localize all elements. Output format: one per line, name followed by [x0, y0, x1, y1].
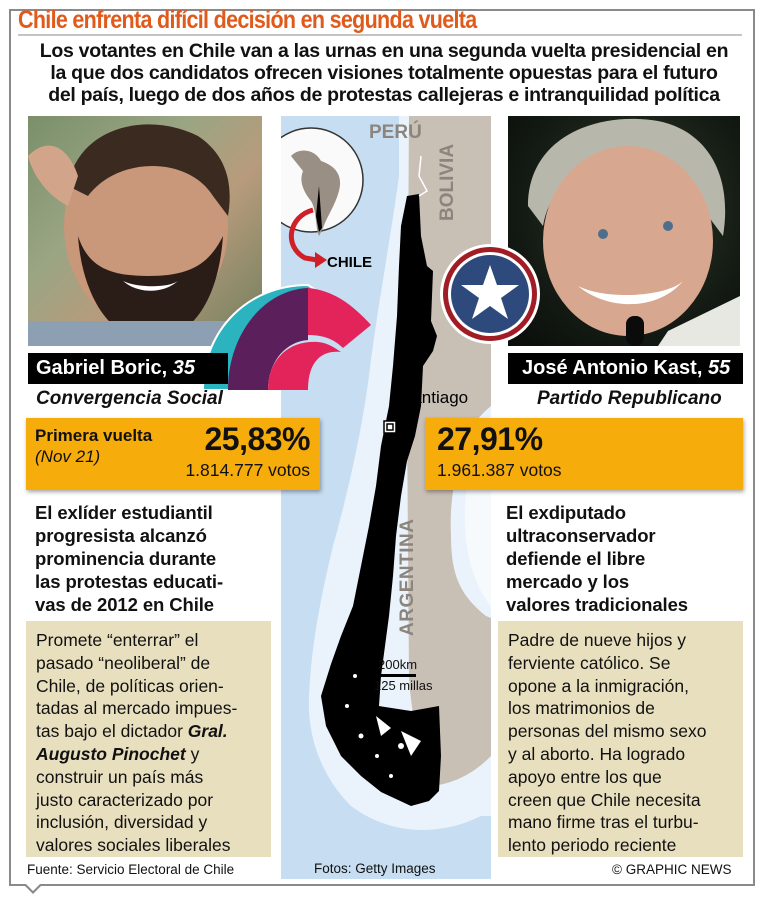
- bio-line: creen que Chile necesita: [508, 789, 701, 810]
- copyright: © GRAPHIC NEWS: [612, 862, 732, 877]
- convergencia-social-logo: [201, 283, 371, 390]
- bio-heading-line: El exlíder estudiantil: [35, 502, 213, 523]
- bio-line: ferviente católico. Se: [508, 652, 671, 673]
- subtitle-line: del país, luego de dos años de protestas…: [48, 84, 720, 106]
- bio-emphasis: Augusto Pinochet: [36, 743, 186, 764]
- subtitle-line: Los votantes en Chile van a las urnas en…: [39, 40, 729, 62]
- bio-text: y: [185, 743, 200, 764]
- bio-heading-kast: El exdiputado ultraconservador defiende …: [506, 501, 688, 616]
- chile-map: PERÚ BOLIVIA CHILE Santiago ARGENTINA 20…: [281, 116, 491, 879]
- label-argentina: ARGENTINA: [397, 518, 418, 636]
- candidate-name: José Antonio Kast,: [522, 357, 703, 379]
- page-title: Chile enfrenta difícil decisión en segun…: [18, 6, 477, 34]
- scale-miles: 125 millas: [374, 678, 433, 693]
- round-date: (Nov 21): [35, 447, 101, 466]
- bio-line: valores sociales liberales: [36, 835, 231, 856]
- bio-heading-line: El exdiputado: [506, 502, 626, 523]
- bio-heading-line: las protestas educati-: [35, 571, 224, 592]
- bio-heading-line: prominencia durante: [35, 548, 217, 569]
- vote-count: 1.961.387 votos: [437, 460, 562, 480]
- label-peru: PERÚ: [369, 122, 422, 143]
- bio-line: Promete “enterrar” el: [36, 630, 199, 650]
- title-divider: [18, 34, 742, 36]
- photo-credit: Fotos: Getty Images: [314, 861, 436, 876]
- bio-line: inclusión, diversidad y: [36, 812, 208, 833]
- bio-heading-line: mercado y los: [506, 571, 630, 592]
- bio-line: justo caracterizado por: [36, 789, 214, 810]
- candidate-name: Gabriel Boric,: [36, 357, 168, 379]
- scale-km: 200km: [378, 657, 418, 672]
- bio-heading-line: progresista alcanzó: [35, 525, 207, 546]
- subtitle-line: la que dos candidatos ofrecen visiones t…: [50, 62, 718, 84]
- candidate-age: 55: [707, 357, 731, 379]
- bio-line: los matrimonios de: [508, 698, 655, 719]
- bio-line: apoyo entre los que: [508, 766, 662, 787]
- bio-heading-line: valores tradicionales: [506, 594, 688, 615]
- round-label: Primera vuelta: [35, 426, 153, 445]
- portrait-boric: [28, 124, 262, 346]
- photo-jose-antonio-kast: [508, 116, 740, 346]
- bio-line: mano firme tras el turbu-: [508, 812, 699, 833]
- candidate-name-kast: José Antonio Kast, 55: [508, 353, 743, 384]
- result-box-boric: Primera vuelta (Nov 21) 25,83% 1.814.777…: [26, 418, 320, 490]
- frame-notch-inner: [26, 884, 40, 891]
- bio-line: pasado “neoliberal” de: [36, 652, 211, 673]
- bio-line: y al aborto. Ha logrado: [508, 743, 686, 764]
- map-graphic: [281, 116, 491, 830]
- party-name-right: Partido Republicano: [537, 388, 722, 409]
- label-bolivia: BOLIVIA: [437, 143, 458, 221]
- bio-line: personas del mismo sexo: [508, 721, 707, 742]
- bio-line: construir un país más: [36, 766, 204, 787]
- star-icon: [461, 265, 519, 319]
- bio-line: Augusto Pinochet y: [36, 743, 261, 766]
- bio-heading-line: vas de 2012 en Chile: [35, 594, 214, 615]
- party-name-left: Convergencia Social: [36, 388, 223, 409]
- bio-line: lento periodo reciente: [508, 835, 677, 856]
- bio-emphasis: Gral.: [187, 721, 228, 742]
- vote-percent: 25,83%: [204, 421, 310, 457]
- photo-gabriel-boric: [28, 116, 262, 346]
- bio-line: Chile, de políticas orien-: [36, 675, 224, 696]
- bio-box-boric: Promete “enterrar” el pasado “neoliberal…: [26, 621, 271, 857]
- bio-heading-line: ultraconservador: [506, 525, 656, 546]
- vote-count: 1.814.777 votos: [185, 460, 310, 480]
- bio-line: Padre de nueve hijos y: [508, 630, 687, 650]
- bio-line: opone a la inmigración,: [508, 675, 689, 696]
- source-credit: Fuente: Servicio Electoral de Chile: [27, 862, 235, 877]
- bio-line: tas bajo el dictador Gral.: [36, 720, 261, 743]
- vote-percent: 27,91%: [437, 421, 543, 457]
- candidate-name-boric: Gabriel Boric, 35: [28, 353, 228, 384]
- label-chile: CHILE: [327, 254, 372, 271]
- bio-heading-boric: El exlíder estudiantil progresista alcan…: [35, 501, 223, 616]
- bio-line: tadas al mercado impues-: [36, 698, 238, 719]
- result-box-kast: 27,91% 1.961.387 votos: [425, 418, 743, 490]
- candidate-age: 35: [172, 357, 195, 379]
- bio-heading-line: defiende el libre: [506, 548, 646, 569]
- subtitle: Los votantes en Chile van a las urnas en…: [20, 40, 748, 106]
- label-santiago: Santiago: [401, 388, 469, 407]
- portrait-kast: [528, 118, 740, 346]
- bio-box-kast: Padre de nueve hijos y ferviente católic…: [498, 621, 743, 857]
- partido-republicano-logo: [440, 244, 540, 344]
- bio-text: tas bajo el dictador: [36, 721, 188, 742]
